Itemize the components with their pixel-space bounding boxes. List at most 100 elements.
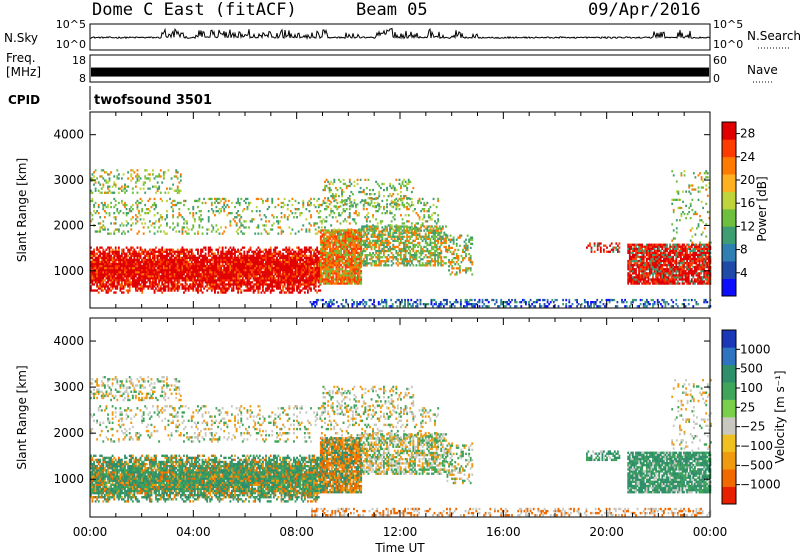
power-echo-cell (347, 255, 350, 259)
power-echo-cell (286, 264, 289, 268)
power-echo-cell (293, 266, 295, 270)
power-echo-cell (148, 269, 151, 272)
power-echo-cell (110, 279, 112, 282)
power-echo-cell (150, 269, 153, 272)
power-echo-cell (285, 260, 288, 264)
power-echo-cell (110, 256, 112, 259)
power-echo-cell (310, 260, 312, 264)
power-echo-cell (246, 269, 249, 272)
power-echo-cell (176, 283, 179, 286)
power-echo-cell (187, 256, 190, 259)
power-echo-cell (198, 226, 201, 229)
power-echo-cell (340, 243, 342, 246)
power-echo-cell (332, 229, 335, 232)
power-echo-cell (231, 248, 233, 251)
power-echo-cell (269, 269, 272, 272)
power-echo-cell (274, 273, 277, 276)
power-echo-cell (288, 258, 291, 262)
power-echo-cell (192, 262, 195, 266)
power-echo-cell (138, 273, 140, 276)
power-echo-cell (362, 258, 365, 261)
power-echo-cell (142, 287, 145, 290)
power-echo-cell (410, 260, 413, 263)
power-echo-cell (241, 256, 244, 259)
power-echo-cell (423, 201, 426, 205)
power-echo-cell (223, 273, 226, 276)
power-echo-cell (207, 228, 210, 231)
power-echo-cell (319, 243, 322, 246)
power-echo-cell (311, 248, 314, 251)
power-echo-cell (343, 270, 346, 273)
power-echo-cell (221, 264, 224, 268)
power-echo-cell (231, 273, 233, 276)
power-echo-cell (327, 245, 330, 248)
power-echo-cell (162, 279, 165, 282)
power-echo-cell (93, 254, 95, 257)
power-echo-cell (195, 256, 198, 259)
power-echo-cell (162, 254, 165, 257)
power-echo-cell (327, 259, 330, 263)
power-echo-cell (293, 258, 295, 262)
power-echo-cell (262, 281, 264, 284)
power-echo-cell (136, 205, 139, 209)
power-echo-cell (308, 264, 311, 268)
power-echo-cell (190, 252, 193, 255)
power-echo-cell (144, 256, 147, 259)
power-echo-cell (355, 231, 358, 234)
power-echo-cell (93, 279, 95, 282)
power-echo-cell (421, 262, 424, 265)
power-echo-cell (131, 264, 134, 268)
power-echo-cell (107, 273, 109, 276)
power-echo-cell (192, 212, 195, 215)
power-echo-cell (340, 251, 342, 254)
power-echo-cell (354, 243, 356, 246)
power-echo-cell (255, 285, 258, 288)
power-echo-cell (346, 276, 349, 279)
power-echo-cell (335, 270, 338, 273)
power-echo-cell (107, 266, 109, 270)
power-echo-cell (329, 253, 332, 257)
power-echo-cell (173, 266, 176, 270)
power-echo-cell (347, 228, 350, 231)
power-echo-cell (400, 252, 402, 255)
power-echo-cell (305, 254, 308, 257)
power-echo-cell (121, 285, 123, 288)
power-echo-cell (293, 271, 295, 274)
power-echo-cell (170, 266, 173, 270)
power-echo-cell (147, 250, 150, 253)
power-echo-cell (141, 260, 144, 264)
power-echo-cell (299, 291, 302, 294)
power-echo-cell (209, 287, 212, 290)
power-echo-cell (341, 257, 344, 261)
power-echo-cell (226, 287, 229, 290)
power-echo-cell (175, 256, 178, 259)
power-echo-cell (240, 285, 243, 288)
power-echo-cell (217, 250, 219, 253)
power-echo-cell (147, 262, 150, 266)
power-echo-cell (145, 277, 148, 280)
power-echo-cell (317, 205, 320, 209)
power-echo-cell (139, 289, 142, 292)
power-echo-cell (288, 252, 291, 255)
power-echo-cell (166, 269, 168, 272)
power-echo-cell (218, 275, 221, 278)
power-echo-cell (255, 210, 258, 213)
power-echo-cell (130, 218, 133, 221)
power-echo-cell (335, 282, 338, 285)
power-echo-cell (283, 256, 286, 259)
power-echo-cell (187, 279, 190, 282)
power-echo-cell (257, 264, 260, 268)
power-echo-cell (427, 235, 430, 238)
power-echo-cell (197, 289, 199, 292)
power-echo-cell (313, 281, 316, 284)
power-echo-cell (240, 260, 243, 264)
power-echo-cell (186, 264, 188, 268)
power-echo-cell (234, 256, 236, 259)
power-echo-cell (393, 245, 396, 249)
power-echo-cell (288, 250, 291, 253)
power-echo-cell (201, 258, 204, 262)
power-echo-cell (319, 270, 322, 273)
power-echo-cell (139, 264, 142, 268)
power-echo-cell (357, 247, 359, 250)
power-echo-cell (162, 250, 165, 253)
